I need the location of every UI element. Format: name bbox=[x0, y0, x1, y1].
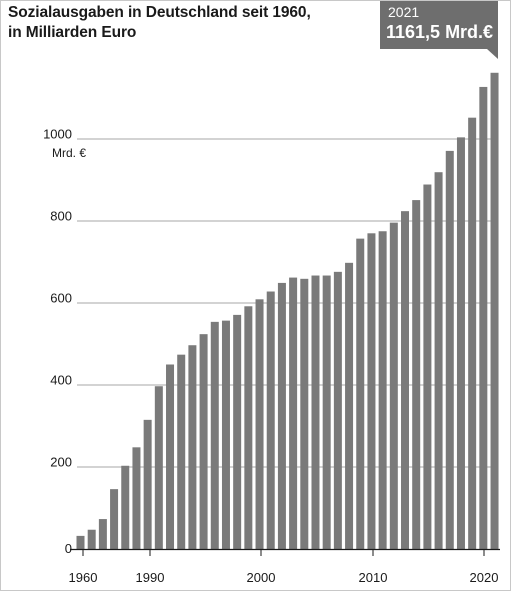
bar-14 bbox=[233, 314, 242, 549]
bar-8 bbox=[166, 364, 175, 549]
bar-12 bbox=[210, 321, 219, 549]
chart-title-line-1: Sozialausgaben in Deutschland seit 1960, bbox=[8, 4, 311, 21]
y-tick-label-400: 400 bbox=[50, 373, 72, 388]
bar-19 bbox=[289, 277, 298, 549]
bar-30 bbox=[412, 200, 421, 549]
x-tick-label-1990: 1990 bbox=[136, 570, 165, 585]
bar-35 bbox=[468, 117, 477, 550]
y-tick-label-1000: 1000 bbox=[43, 127, 72, 142]
bar-31 bbox=[423, 184, 432, 549]
bar-22 bbox=[322, 275, 331, 549]
bar-21 bbox=[311, 275, 320, 549]
y-tick-label-800: 800 bbox=[50, 209, 72, 224]
bar-34 bbox=[456, 137, 465, 550]
callout-value: 1161,5 Mrd.€ bbox=[386, 22, 494, 42]
bar-37 bbox=[490, 72, 499, 549]
y-tick-label-600: 600 bbox=[50, 291, 72, 306]
x-tick-label-2000: 2000 bbox=[247, 570, 276, 585]
callout-year: 2021 bbox=[388, 4, 420, 20]
bar-15 bbox=[244, 306, 253, 549]
bar-32 bbox=[434, 172, 443, 549]
bar-2 bbox=[98, 519, 107, 549]
bar-20 bbox=[300, 278, 309, 549]
y-tick-label-0: 0 bbox=[65, 541, 72, 556]
x-tick-label-2010: 2010 bbox=[359, 570, 388, 585]
y-axis-unit-label: Mrd. € bbox=[52, 146, 86, 160]
bar-36 bbox=[479, 86, 488, 550]
bar-27 bbox=[378, 231, 387, 549]
bar-16 bbox=[255, 299, 264, 549]
bar-11 bbox=[199, 334, 208, 549]
bar-4 bbox=[121, 465, 130, 549]
bar-26 bbox=[367, 233, 376, 550]
bar-17 bbox=[266, 291, 275, 549]
bar-29 bbox=[401, 211, 410, 549]
bar-28 bbox=[389, 222, 398, 549]
bar-6 bbox=[143, 419, 152, 549]
bar-24 bbox=[345, 262, 354, 549]
bar-5 bbox=[132, 447, 141, 549]
bar-1 bbox=[87, 529, 96, 549]
chart-title: Sozialausgaben in Deutschland seit 1960,… bbox=[8, 3, 311, 43]
bar-0 bbox=[76, 535, 85, 549]
y-tick-label-200: 200 bbox=[50, 455, 72, 470]
bar-13 bbox=[221, 320, 230, 549]
highlight-callout: 2021 1161,5 Mrd.€ bbox=[380, 1, 498, 49]
bar-9 bbox=[177, 354, 186, 549]
bar-33 bbox=[445, 150, 454, 549]
bar-18 bbox=[277, 282, 286, 549]
chart-title-line-2: in Milliarden Euro bbox=[8, 24, 137, 41]
bar-23 bbox=[333, 271, 342, 549]
bar-10 bbox=[188, 345, 197, 549]
callout-pointer bbox=[487, 49, 498, 59]
bar-7 bbox=[154, 386, 163, 549]
x-tick-label-2020: 2020 bbox=[470, 570, 499, 585]
bar-25 bbox=[356, 238, 365, 549]
x-tick-label-1960: 1960 bbox=[69, 570, 98, 585]
bar-3 bbox=[110, 489, 119, 549]
